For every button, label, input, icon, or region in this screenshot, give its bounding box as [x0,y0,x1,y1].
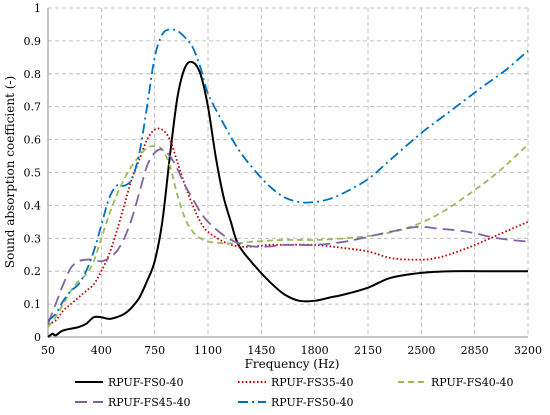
y-tick-label: 0.6 [24,134,42,147]
y-tick-label: 0.1 [24,298,42,311]
x-tick-label: 2500 [407,344,435,357]
x-tick-label: 50 [41,344,55,357]
y-tick-label: 1 [34,2,41,15]
tick-labels: 50 400 750 1100 1450 1800 2150 2500 2850 3200 0 0.1… [24,2,543,357]
legend-item-rpuf-fs0-40: RPUF-FS0-40 [75,376,184,389]
series-line-rpuf-fs45-40 [47,148,529,325]
legend-label: RPUF-FS50-40 [271,396,354,409]
legend-item-rpuf-fs50-40: RPUF-FS50-40 [238,396,354,409]
x-axis-title: Frequency (Hz) [245,357,340,371]
x-tick-label: 1100 [194,344,222,357]
x-tick-label: 1800 [301,344,329,357]
y-tick-label: 0.4 [24,199,42,212]
legend-label: RPUF-FS45-40 [108,396,191,409]
x-tick-label: 1450 [247,344,275,357]
data-series [47,28,529,338]
legend-label: RPUF-FS0-40 [108,376,184,389]
legend-label: RPUF-FS40-40 [431,376,514,389]
y-tick-label: 0 [34,331,41,344]
y-axis-title: Sound absorption coefficient (-) [3,76,17,268]
y-tick-label: 0.5 [24,167,42,180]
x-tick-label: 400 [91,344,112,357]
y-tick-label: 0.7 [24,101,42,114]
legend-label: RPUF-FS35-40 [271,376,354,389]
series-line-rpuf-fs50-40 [47,28,529,322]
legend: RPUF-FS0-40 RPUF-FS35-40 RPUF-FS40-40 RPUF-… [75,376,514,409]
grid-lines [48,7,529,337]
x-tick-label: 750 [144,344,165,357]
x-tick-label: 2850 [461,344,489,357]
y-tick-label: 0.9 [24,35,42,48]
series-line-rpuf-fs35-40 [47,127,529,325]
legend-item-rpuf-fs45-40: RPUF-FS45-40 [75,396,191,409]
y-tick-label: 0.8 [24,68,42,81]
x-tick-label: 3200 [514,344,542,357]
legend-item-rpuf-fs40-40: RPUF-FS40-40 [398,376,514,389]
legend-item-rpuf-fs35-40: RPUF-FS35-40 [238,376,354,389]
x-tick-label: 2150 [354,344,382,357]
y-tick-label: 0.2 [24,265,42,278]
y-tick-label: 0.3 [24,232,42,245]
series-line-rpuf-fs40-40 [47,143,529,328]
series-line-rpuf-fs0-40 [47,60,528,338]
plot-frame [47,8,528,338]
